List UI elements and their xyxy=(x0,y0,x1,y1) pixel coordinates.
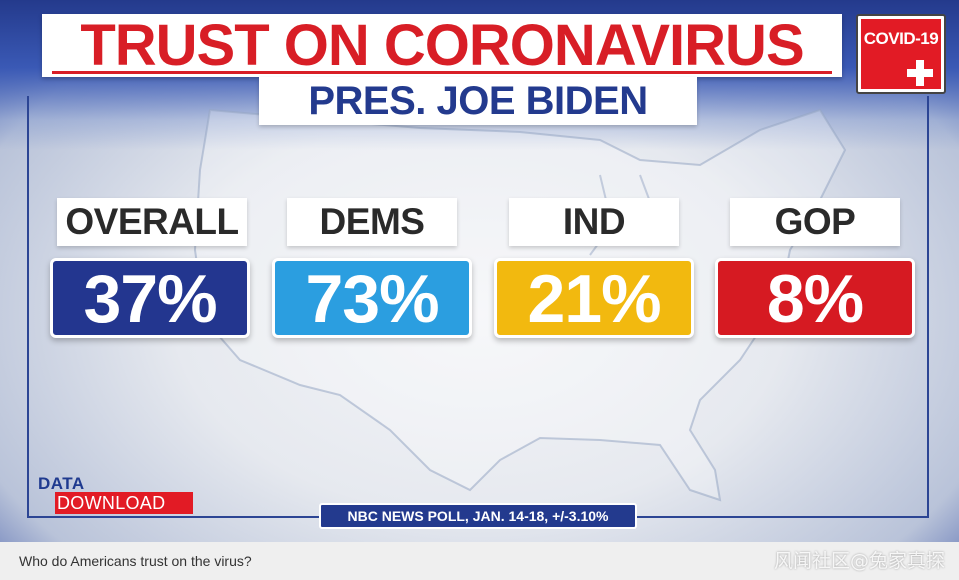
group-value-box-dems: 73% xyxy=(272,258,472,338)
group-value-gop: 8% xyxy=(766,261,864,337)
group-value-box-gop: 8% xyxy=(715,258,915,338)
image-caption: Who do Americans trust on the virus? xyxy=(19,553,252,569)
headline-box: TRUST ON CORONAVIRUS xyxy=(42,14,842,77)
covid-badge-label: COVID-19 xyxy=(861,19,941,59)
covid-badge: COVID-19 xyxy=(856,14,946,94)
group-label-overall: OVERALL xyxy=(65,201,239,242)
group-value-dems: 73% xyxy=(305,261,439,337)
group-value-box-overall: 37% xyxy=(50,258,250,338)
group-value-overall: 37% xyxy=(83,261,217,337)
subheadline-box: PRES. JOE BIDEN xyxy=(259,77,697,125)
headline: TRUST ON CORONAVIRUS xyxy=(80,13,804,78)
medical-cross-icon xyxy=(861,59,941,89)
group-label-box-dems: DEMS xyxy=(287,198,457,246)
group-label-dems: DEMS xyxy=(319,201,425,242)
data-download-logo-line1: DATA xyxy=(38,474,85,493)
group-label-box-overall: OVERALL xyxy=(57,198,247,246)
headline-underline xyxy=(52,71,832,74)
group-label-ind: IND xyxy=(562,201,626,242)
news-graphic: TRUST ON CORONAVIRUS PRES. JOE BIDEN COV… xyxy=(0,0,959,542)
group-label-gop: GOP xyxy=(774,201,856,242)
subheadline: PRES. JOE BIDEN xyxy=(308,79,648,123)
group-label-box-gop: GOP xyxy=(730,198,900,246)
poll-source: NBC NEWS POLL, JAN. 14-18, +/-3.10% xyxy=(347,508,609,524)
group-label-box-ind: IND xyxy=(509,198,679,246)
group-value-box-ind: 21% xyxy=(494,258,694,338)
data-download-logo-line2: DOWNLOAD xyxy=(55,492,193,514)
source-bar: NBC NEWS POLL, JAN. 14-18, +/-3.10% xyxy=(319,503,637,529)
caption-bar: Who do Americans trust on the virus? 风闻社… xyxy=(0,542,959,580)
watermark: 风闻社区@兔家真探 xyxy=(773,550,945,572)
group-value-ind: 21% xyxy=(527,261,661,337)
